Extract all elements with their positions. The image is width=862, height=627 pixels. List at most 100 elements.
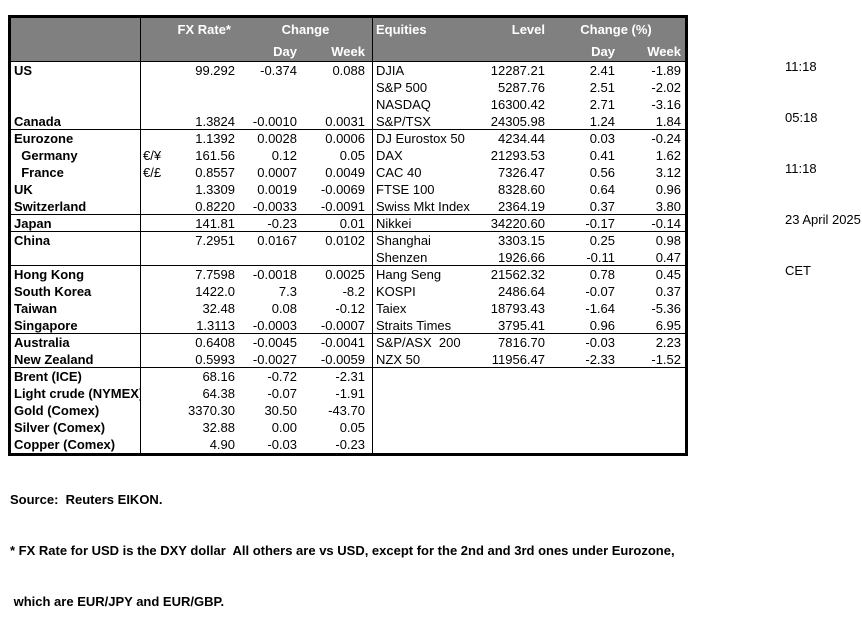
fx-rate-cell <box>169 249 239 266</box>
fx-label-cell: Gold (Comex) <box>11 402 141 419</box>
equity-level-cell: 24305.98 <box>472 113 547 130</box>
equity-week-cell: 3.12 <box>655 165 681 180</box>
equity-week-cell: 1.84 <box>617 113 685 130</box>
equity-level-cell: 1926.66 <box>472 249 547 266</box>
fx-pair-cell <box>141 79 169 96</box>
fx-rate-cell <box>169 96 239 113</box>
fx-day-cell: -0.0033 <box>239 198 299 215</box>
fx-pair-cell <box>141 351 169 368</box>
fx-pair-cell <box>141 283 169 300</box>
equity-week-cell: 0.45 <box>655 267 681 282</box>
fx-week-cell: 0.0006 <box>325 131 365 146</box>
fx-week-cell: -0.23 <box>335 437 365 452</box>
equity-day-cell: -0.11 <box>547 249 617 266</box>
equity-week-cell: 0.96 <box>655 182 681 197</box>
equity-day-cell: 0.96 <box>547 317 617 334</box>
fx-day-cell: 0.0167 <box>257 233 297 248</box>
fx-rate-cell: 32.88 <box>202 420 235 435</box>
equity-day-cell <box>547 402 617 419</box>
equity-name-cell: Taiex <box>372 300 472 317</box>
fx-week-cell: -8.2 <box>342 284 365 299</box>
equity-name-cell: Shenzen <box>372 249 472 266</box>
equity-level-cell <box>472 402 547 419</box>
fx-rate-cell: 1.3824 <box>169 113 239 130</box>
fx-label-cell: Light crude (NYMEX) <box>11 385 141 402</box>
fx-rate-cell <box>169 79 239 96</box>
fx-equities-table: FX Rate* Change Day Week Equities Level … <box>8 15 688 456</box>
fx-pair-cell <box>141 436 169 453</box>
equity-level-cell: 3795.41 <box>472 317 547 334</box>
equity-week-cell: 0.37 <box>655 284 681 299</box>
fx-week-cell <box>299 249 372 266</box>
equity-level-cell: 7816.70 <box>498 335 545 350</box>
equity-name-cell <box>372 385 472 402</box>
fx-label-cell: Eurozone <box>11 130 141 147</box>
fx-day-cell: -0.72 <box>267 369 297 384</box>
fx-label-cell: Copper (Comex) <box>11 436 141 453</box>
equity-day-cell: -0.03 <box>585 335 615 350</box>
equity-level-cell: 11956.47 <box>472 351 547 368</box>
equity-day-cell: -1.64 <box>585 301 615 316</box>
fx-rate-cell: 64.38 <box>202 386 235 401</box>
fx-week-cell: -0.0059 <box>299 351 372 368</box>
fx-label-cell: Australia <box>11 334 141 351</box>
equity-level-cell: 2364.19 <box>472 198 547 215</box>
equity-level-cell: 7326.47 <box>498 165 545 180</box>
equity-level-cell <box>472 385 547 402</box>
equity-week-cell: 0.47 <box>617 249 685 266</box>
equity-level-cell: 21562.32 <box>490 267 545 282</box>
equity-name-cell <box>372 402 472 419</box>
header-fx-day: Day <box>239 42 299 62</box>
equity-day-cell: 0.41 <box>589 148 615 163</box>
equity-level-cell: 8328.60 <box>498 182 545 197</box>
fx-rate-cell: 161.56 <box>195 148 235 163</box>
equity-day-cell: 2.71 <box>589 97 615 112</box>
equity-week-cell: -1.89 <box>651 63 681 78</box>
fx-day-cell: -0.07 <box>267 386 297 401</box>
equity-day-cell <box>547 436 617 453</box>
fx-day-cell: 0.00 <box>271 420 297 435</box>
fx-label-cell: China <box>11 232 141 249</box>
footnotes: Source: Reuters EIKON. * FX Rate for USD… <box>10 457 675 627</box>
fx-label-cell: France <box>11 164 141 181</box>
fx-rate-cell: 1.3113 <box>169 317 239 334</box>
equity-week-cell: 1.62 <box>655 148 681 163</box>
timestamp-line: 05:18 <box>785 110 818 125</box>
equity-name-cell <box>372 419 472 436</box>
equity-day-cell <box>547 419 617 436</box>
fx-day-cell <box>239 79 299 96</box>
equity-week-cell: 6.95 <box>617 317 685 334</box>
fx-week-cell: -1.91 <box>335 386 365 401</box>
fx-label-cell: Silver (Comex) <box>11 419 141 436</box>
equity-day-cell: 0.78 <box>589 267 615 282</box>
fx-rate-cell: 32.48 <box>202 301 235 316</box>
fx-day-cell <box>239 96 299 113</box>
equity-name-cell: DJIA <box>372 62 472 79</box>
fx-week-cell: -0.0091 <box>299 198 372 215</box>
fx-rate-cell: 0.8220 <box>169 198 239 215</box>
fx-day-cell: -0.0027 <box>239 351 299 368</box>
fx-label-cell: Brent (ICE) <box>11 368 141 385</box>
fx-pair-cell <box>141 368 169 385</box>
timestamp-timezone: CET <box>785 263 811 278</box>
fx-label-cell: Germany <box>11 147 141 164</box>
equity-day-cell <box>547 385 617 402</box>
fx-week-cell: 0.05 <box>339 148 365 163</box>
header-change: Change <box>239 18 372 42</box>
equity-week-cell: 2.23 <box>655 335 681 350</box>
equity-week-cell <box>617 419 685 436</box>
fx-pair-cell <box>141 62 169 79</box>
fx-pair-cell <box>141 232 169 249</box>
timestamp-panel: 11:18 05:18 11:18 23 April 2025 CET <box>785 24 861 296</box>
fx-label-cell <box>11 79 141 96</box>
fx-pair-cell: €/¥ <box>143 148 162 163</box>
fx-rate-cell: 4.90 <box>209 437 235 452</box>
equity-day-cell: 0.56 <box>589 165 615 180</box>
equity-week-cell: -0.24 <box>651 131 681 146</box>
fx-pair-cell <box>141 198 169 215</box>
equity-name-cell: NASDAQ <box>372 96 472 113</box>
header-equities: Equities <box>372 18 472 62</box>
fx-day-cell: 0.0007 <box>257 165 297 180</box>
equity-day-cell: 2.51 <box>589 80 615 95</box>
equity-week-cell: 3.80 <box>617 198 685 215</box>
